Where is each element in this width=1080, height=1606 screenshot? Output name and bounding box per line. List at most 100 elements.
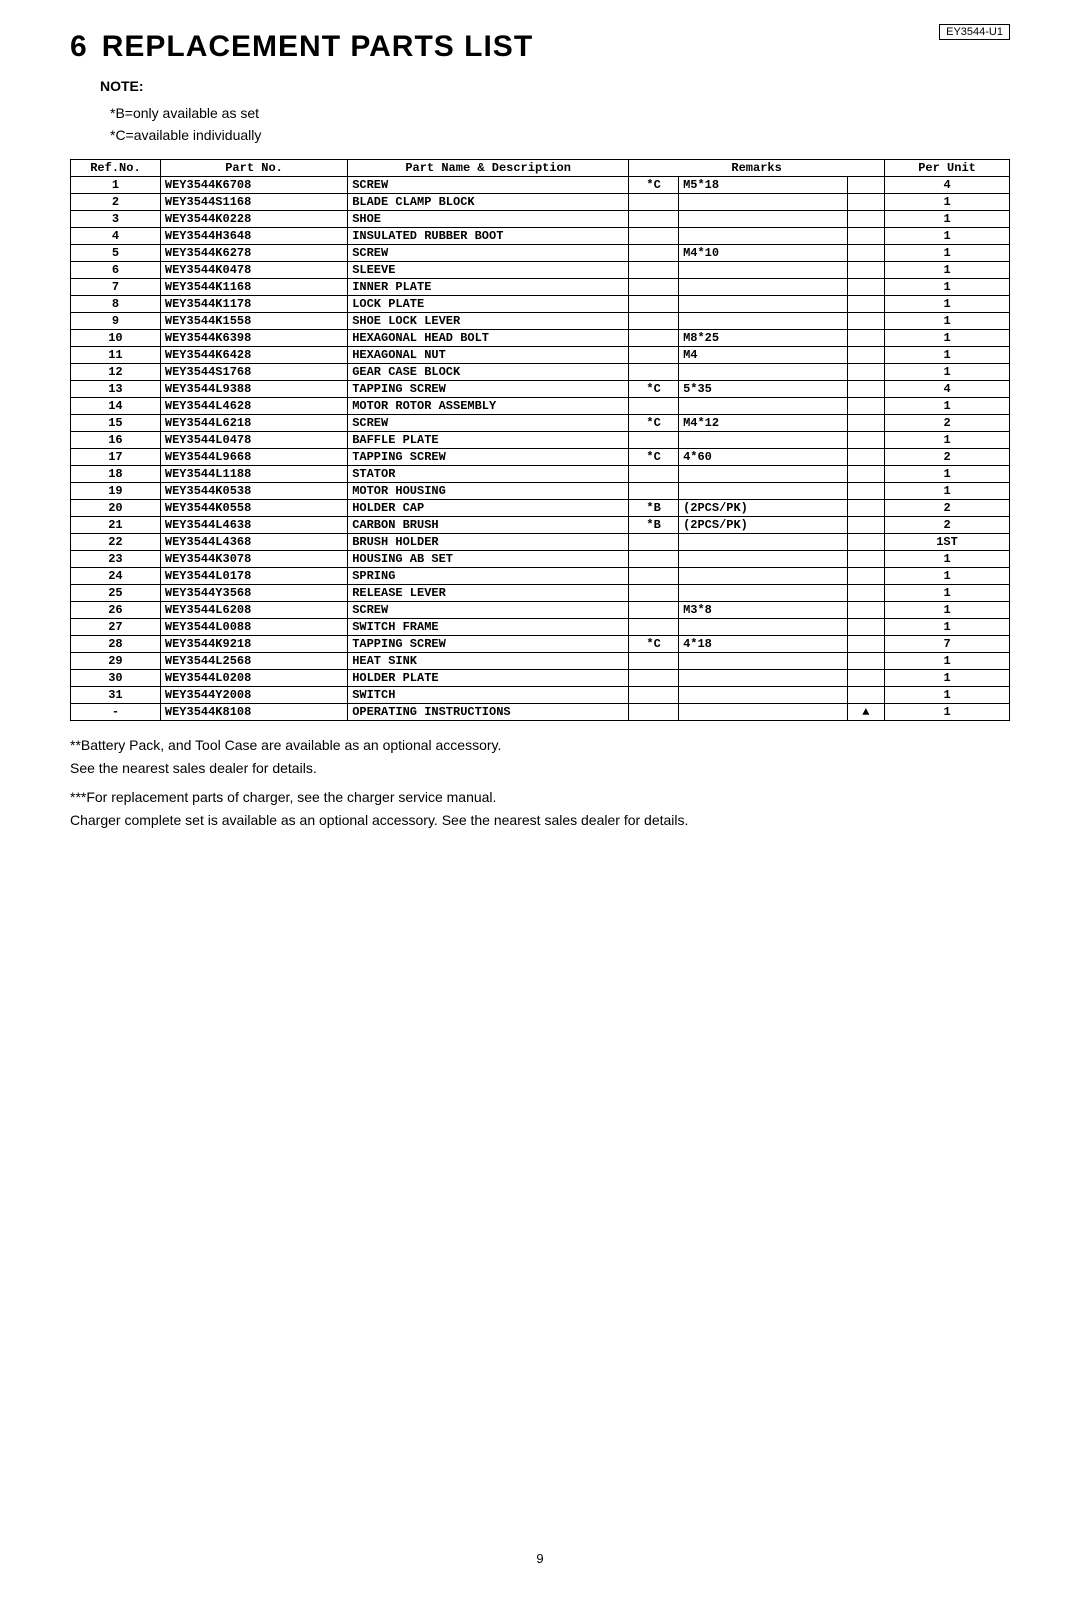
cell-perunit: 1 (885, 227, 1010, 244)
table-row: 17WEY3544L9668TAPPING SCREW*C4*602 (71, 448, 1010, 465)
cell-perunit: 2 (885, 516, 1010, 533)
cell-set (629, 550, 679, 567)
cell-perunit: 1 (885, 601, 1010, 618)
table-row: 7WEY3544K1168INNER PLATE1 (71, 278, 1010, 295)
cell-perunit: 1 (885, 278, 1010, 295)
cell-partno: WEY3544K6428 (160, 346, 347, 363)
cell-perunit: 1 (885, 295, 1010, 312)
cell-remark (679, 618, 848, 635)
table-row: 13WEY3544L9388TAPPING SCREW*C5*354 (71, 380, 1010, 397)
cell-set: *B (629, 516, 679, 533)
cell-partno: WEY3544K0478 (160, 261, 347, 278)
table-row: 19WEY3544K0538MOTOR HOUSING1 (71, 482, 1010, 499)
cell-perunit: 2 (885, 448, 1010, 465)
cell-remark (679, 295, 848, 312)
cell-mark (847, 431, 884, 448)
cell-name: INSULATED RUBBER BOOT (348, 227, 629, 244)
cell-partno: WEY3544K0538 (160, 482, 347, 499)
cell-name: HEXAGONAL HEAD BOLT (348, 329, 629, 346)
cell-remark: M4*10 (679, 244, 848, 261)
cell-set (629, 686, 679, 703)
cell-remark (679, 465, 848, 482)
footnote-line: See the nearest sales dealer for details… (70, 758, 1010, 779)
cell-set (629, 584, 679, 601)
cell-set (629, 669, 679, 686)
cell-name: HEXAGONAL NUT (348, 346, 629, 363)
table-row: 25WEY3544Y3568RELEASE LEVER1 (71, 584, 1010, 601)
cell-ref: 28 (71, 635, 161, 652)
cell-partno: WEY3544L0478 (160, 431, 347, 448)
cell-perunit: 1 (885, 652, 1010, 669)
cell-perunit: 1 (885, 584, 1010, 601)
cell-remark (679, 703, 848, 720)
table-row: 9WEY3544K1558SHOE LOCK LEVER1 (71, 312, 1010, 329)
cell-mark (847, 329, 884, 346)
cell-perunit: 1 (885, 312, 1010, 329)
cell-ref: 2 (71, 193, 161, 210)
table-row: 22WEY3544L4368BRUSH HOLDER1ST (71, 533, 1010, 550)
cell-remark (679, 533, 848, 550)
cell-perunit: 1 (885, 244, 1010, 261)
table-row: 11WEY3544K6428HEXAGONAL NUTM41 (71, 346, 1010, 363)
cell-set (629, 312, 679, 329)
cell-perunit: 1 (885, 431, 1010, 448)
cell-ref: 30 (71, 669, 161, 686)
table-row: 27WEY3544L0088SWITCH FRAME1 (71, 618, 1010, 635)
cell-mark (847, 312, 884, 329)
footnote-line: ***For replacement parts of charger, see… (70, 787, 1010, 808)
cell-ref: 8 (71, 295, 161, 312)
cell-set (629, 533, 679, 550)
table-row: 14WEY3544L4628MOTOR ROTOR ASSEMBLY1 (71, 397, 1010, 414)
page: EY3544-U1 6REPLACEMENT PARTS LIST NOTE: … (0, 0, 1080, 1606)
cell-partno: WEY3544S1768 (160, 363, 347, 380)
cell-remark: (2PCS/PK) (679, 499, 848, 516)
cell-ref: 26 (71, 601, 161, 618)
cell-ref: 27 (71, 618, 161, 635)
cell-perunit: 1 (885, 363, 1010, 380)
cell-name: SCREW (348, 244, 629, 261)
cell-partno: WEY3544L9388 (160, 380, 347, 397)
model-code-box: EY3544-U1 (939, 24, 1010, 40)
cell-mark (847, 465, 884, 482)
cell-remark: M4 (679, 346, 848, 363)
cell-partno: WEY3544K3078 (160, 550, 347, 567)
cell-name: MOTOR ROTOR ASSEMBLY (348, 397, 629, 414)
cell-partno: WEY3544L0088 (160, 618, 347, 635)
cell-name: BLADE CLAMP BLOCK (348, 193, 629, 210)
cell-perunit: 1 (885, 669, 1010, 686)
cell-mark (847, 244, 884, 261)
cell-name: GEAR CASE BLOCK (348, 363, 629, 380)
cell-perunit: 1 (885, 618, 1010, 635)
table-body: 1WEY3544K6708SCREW*CM5*1842WEY3544S1168B… (71, 176, 1010, 720)
cell-remark (679, 312, 848, 329)
cell-partno: WEY3544L6218 (160, 414, 347, 431)
table-row: 4WEY3544H3648INSULATED RUBBER BOOT1 (71, 227, 1010, 244)
cell-mark (847, 448, 884, 465)
cell-mark (847, 380, 884, 397)
cell-mark (847, 295, 884, 312)
cell-name: SWITCH (348, 686, 629, 703)
cell-set (629, 363, 679, 380)
cell-partno: WEY3544K1178 (160, 295, 347, 312)
cell-mark (847, 567, 884, 584)
cell-partno: WEY3544L2568 (160, 652, 347, 669)
cell-partno: WEY3544L0178 (160, 567, 347, 584)
table-row: 23WEY3544K3078HOUSING AB SET1 (71, 550, 1010, 567)
cell-mark (847, 176, 884, 193)
note-line: *C=available individually (110, 124, 1010, 146)
cell-set (629, 482, 679, 499)
cell-remark (679, 652, 848, 669)
table-row: 18WEY3544L1188STATOR1 (71, 465, 1010, 482)
cell-partno: WEY3544K6278 (160, 244, 347, 261)
cell-name: INNER PLATE (348, 278, 629, 295)
cell-mark (847, 414, 884, 431)
cell-set (629, 618, 679, 635)
cell-perunit: 4 (885, 176, 1010, 193)
cell-partno: WEY3544L1188 (160, 465, 347, 482)
table-row: 24WEY3544L0178SPRING1 (71, 567, 1010, 584)
table-row: 26WEY3544L6208SCREWM3*81 (71, 601, 1010, 618)
cell-mark (847, 550, 884, 567)
cell-remark (679, 550, 848, 567)
table-row: -WEY3544K8108OPERATING INSTRUCTIONS▲1 (71, 703, 1010, 720)
cell-perunit: 1 (885, 346, 1010, 363)
